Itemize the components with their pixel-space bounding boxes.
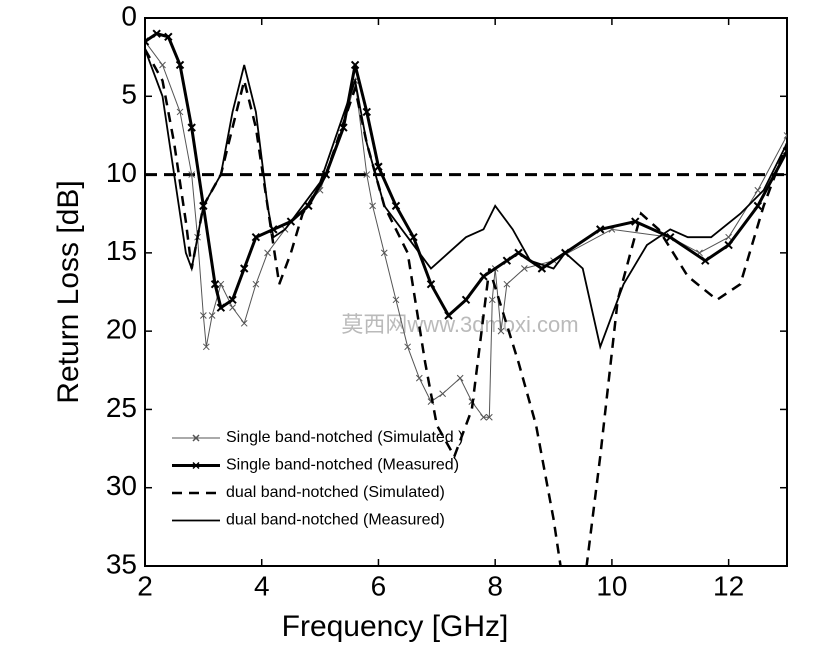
marker: [485, 413, 493, 421]
marker: [753, 201, 763, 211]
y-tick-label: 15: [106, 235, 137, 266]
x-tick-label: 12: [713, 570, 744, 601]
y-tick-label: 35: [106, 548, 137, 579]
marker: [456, 374, 464, 382]
watermark: 莫西网www.3dmoxi.com: [341, 312, 578, 337]
marker: [380, 249, 388, 257]
marker: [339, 123, 348, 132]
x-axis-label: Frequency [GHz]: [282, 610, 509, 643]
marker: [363, 171, 371, 178]
x-tick-label: 8: [487, 570, 503, 601]
series-line: [145, 41, 787, 418]
marker: [159, 61, 166, 69]
marker: [216, 303, 226, 312]
marker: [415, 374, 423, 382]
marker: [152, 29, 161, 38]
x-tick-label: 10: [596, 570, 627, 601]
x-tick-label: 2: [137, 570, 153, 601]
marker: [176, 108, 184, 116]
series-line: [145, 48, 787, 566]
marker: [251, 232, 261, 242]
marker: [503, 280, 511, 288]
legend-marker: [192, 461, 200, 470]
series-line: [145, 48, 787, 350]
plot-frame: [144, 17, 788, 567]
series-line: [145, 32, 787, 318]
marker: [392, 296, 400, 304]
marker: [480, 413, 487, 421]
marker: [164, 32, 173, 41]
marker: [426, 279, 436, 289]
marker: [725, 233, 732, 241]
y-tick-label: 0: [121, 0, 137, 31]
marker: [521, 265, 528, 272]
marker: [391, 201, 401, 211]
marker: [208, 312, 216, 319]
marker: [240, 319, 248, 327]
marker: [145, 37, 150, 46]
marker: [240, 264, 249, 273]
marker: [217, 280, 225, 288]
marker: [666, 232, 675, 242]
x-tick-label: 6: [371, 570, 387, 601]
marker: [409, 232, 418, 242]
marker: [461, 295, 471, 305]
marker: [596, 225, 605, 234]
marker: [369, 202, 376, 210]
marker: [754, 186, 762, 194]
marker: [229, 304, 236, 312]
marker: [304, 201, 313, 211]
marker: [514, 248, 523, 258]
marker: [439, 390, 447, 398]
legend-label: dual band-notched (Simulated): [226, 484, 445, 501]
marker: [783, 132, 787, 139]
y-tick-label: 25: [106, 392, 137, 423]
legend-label: Single band-notched (Simulated ): [226, 429, 463, 446]
marker: [479, 272, 488, 281]
marker: [202, 343, 210, 351]
y-axis-label: Return Loss [dB]: [52, 180, 85, 403]
marker: [502, 256, 512, 265]
marker: [188, 171, 196, 178]
marker: [175, 60, 185, 70]
marker: [724, 240, 733, 250]
x-tick-label: 4: [254, 570, 270, 601]
marker: [488, 296, 496, 304]
marker: [228, 295, 237, 305]
marker: [350, 60, 360, 70]
y-tick-label: 10: [106, 157, 137, 188]
marker: [497, 327, 505, 335]
y-tick-label: 5: [121, 79, 137, 110]
marker: [187, 123, 196, 132]
legend-label: dual band-notched (Measured): [226, 512, 445, 529]
legend-marker: [192, 434, 200, 442]
legend-label: Single band-notched (Measured): [226, 457, 459, 474]
marker: [701, 256, 710, 265]
marker: [264, 249, 271, 257]
marker: [362, 107, 371, 117]
marker: [404, 343, 411, 351]
plot-area: [145, 29, 787, 566]
marker: [444, 311, 453, 320]
marker: [374, 162, 383, 171]
marker: [252, 280, 260, 288]
y-tick-label: 20: [106, 314, 137, 345]
marker: [210, 279, 220, 289]
marker: [200, 312, 207, 319]
y-tick-label: 30: [106, 470, 137, 501]
